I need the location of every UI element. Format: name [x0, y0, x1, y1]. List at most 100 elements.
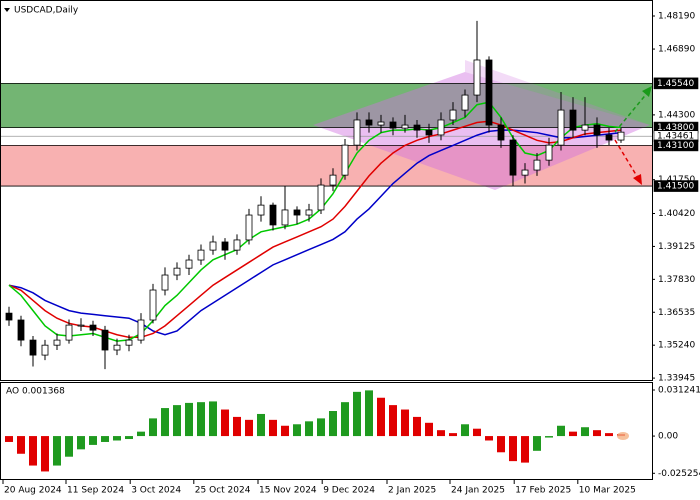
candle-body — [161, 274, 169, 291]
ao-bar — [137, 431, 145, 437]
candle-body — [533, 159, 541, 171]
candle-body — [617, 131, 625, 141]
candle-body — [41, 344, 49, 356]
ao-bar — [377, 397, 385, 437]
candle-body — [281, 209, 289, 226]
level-label-bg — [653, 139, 699, 152]
candle-body — [257, 204, 265, 216]
ao-bar — [365, 390, 373, 437]
ao-bar — [581, 427, 589, 437]
up-arrow — [614, 91, 649, 133]
candle-body — [89, 324, 97, 331]
ao-bar — [605, 433, 613, 437]
zone — [0, 83, 652, 128]
candle-body — [149, 289, 157, 321]
ao-bar — [233, 416, 241, 437]
candle-body — [185, 259, 193, 269]
ao-bar — [545, 436, 553, 438]
candle-body — [233, 239, 241, 251]
candle-body — [341, 144, 349, 176]
candle-body — [5, 312, 13, 321]
candle-body — [593, 124, 601, 136]
candle-body — [485, 59, 493, 126]
x-tick-label: 15 Nov 2024 — [259, 486, 317, 496]
candle-body — [353, 119, 361, 146]
moving-average — [8, 129, 622, 336]
ao-marker — [617, 432, 629, 440]
ao-bar — [149, 418, 157, 437]
diamond-pattern — [313, 72, 650, 190]
moving-average — [8, 120, 622, 339]
ao-bar — [461, 424, 469, 437]
candle-body — [221, 241, 229, 251]
x-tick-label: 3 Oct 2024 — [131, 486, 181, 496]
ao-frame — [0, 382, 653, 480]
candle-body — [509, 139, 517, 176]
candle-body — [209, 241, 217, 251]
candle-body — [581, 124, 589, 131]
chart-title: USDCAD,Daily — [14, 6, 79, 16]
candle-body — [557, 109, 565, 146]
candle-body — [317, 184, 325, 211]
ao-bar — [425, 422, 433, 437]
candle-body — [77, 324, 85, 327]
x-tick-label: 11 Sep 2024 — [67, 486, 124, 496]
ao-bar — [593, 430, 601, 437]
ao-tick-label: -0.025254 — [658, 469, 700, 479]
candle-body — [101, 329, 109, 351]
candles — [5, 20, 625, 370]
ao-bar — [53, 436, 61, 466]
x-tick-label: 9 Dec 2024 — [323, 486, 375, 496]
level-label: 1.43461 — [657, 132, 694, 142]
ao-bar — [413, 416, 421, 437]
moving-average — [8, 101, 622, 342]
ao-bar — [341, 402, 349, 437]
candle-body — [125, 339, 133, 346]
ao-bar — [41, 436, 49, 472]
y-tick-label: 1.41750 — [658, 175, 695, 185]
y-tick-label: 1.40420 — [658, 209, 695, 219]
candle-body — [437, 119, 445, 136]
ao-bars — [5, 390, 625, 472]
x-tick-label: 17 Feb 2025 — [515, 486, 571, 496]
ao-bar — [185, 402, 193, 437]
ao-bar — [257, 413, 265, 437]
ao-bar — [389, 405, 397, 437]
level-label-bg — [653, 180, 699, 192]
ao-bar — [353, 391, 361, 437]
axis: 1.48190 1.46890 1.44300 1.41750 1.40420 1.391… — [2, 12, 700, 496]
ao-bar — [329, 411, 337, 437]
candle-body — [389, 121, 397, 129]
candle-body — [269, 204, 277, 226]
level-label: 1.43100 — [657, 141, 694, 151]
y-tick-label: 1.46890 — [658, 45, 695, 55]
y-tick-label: 1.44300 — [658, 110, 695, 120]
candle-body — [29, 339, 37, 356]
candle-body — [173, 267, 181, 276]
ao-bar — [245, 419, 253, 437]
ao-bar — [161, 408, 169, 437]
ao-bar — [89, 436, 97, 445]
ao-bar — [437, 430, 445, 437]
candle-body — [305, 209, 313, 216]
x-tick-label: 24 Jan 2025 — [451, 486, 505, 496]
ao-bar — [485, 436, 493, 441]
menu-arrow — [4, 8, 10, 12]
diamond-edge — [465, 60, 650, 125]
ao-bar — [65, 436, 73, 457]
ao-bar — [569, 431, 577, 437]
ao-bar — [209, 401, 217, 437]
x-tick-label: 25 Oct 2024 — [195, 486, 251, 496]
candle-body — [293, 209, 301, 216]
candle-body — [425, 129, 433, 136]
ao-bar — [197, 402, 205, 437]
candle-body — [449, 109, 457, 121]
candle-body — [521, 169, 529, 176]
x-tick-label: 20 Aug 2024 — [4, 486, 62, 496]
up-arrowhead — [642, 86, 652, 97]
y-tick-label: 1.36535 — [658, 308, 695, 318]
ao-bar — [113, 436, 121, 441]
ao-bar — [509, 436, 517, 462]
y-tick-label: 1.37830 — [658, 275, 695, 285]
